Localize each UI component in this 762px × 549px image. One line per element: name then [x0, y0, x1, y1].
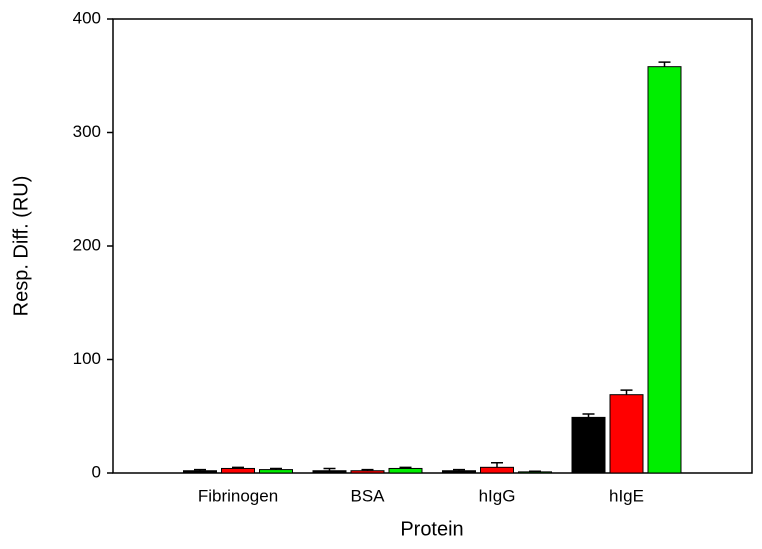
error-bar [658, 61, 671, 67]
error-bar [361, 468, 374, 471]
bar [647, 66, 682, 474]
y-tick-label: 300 [73, 122, 101, 141]
error-bar [323, 467, 336, 471]
x-axis-label: Protein [400, 518, 463, 540]
y-axis-label: Resp. Diff. (RU) [10, 176, 32, 317]
bar [259, 469, 293, 474]
x-tick-label: hIgG [479, 486, 516, 505]
error-bar [270, 467, 282, 470]
bar [350, 470, 385, 474]
error-bar [194, 468, 206, 471]
bar [312, 470, 347, 474]
error-bar [529, 470, 541, 473]
x-tick-label: BSA [350, 486, 385, 505]
error-bar [582, 413, 595, 418]
bar [480, 466, 514, 474]
bar [388, 467, 423, 474]
bar [571, 416, 606, 474]
error-bar [453, 468, 465, 471]
x-tick-label: hIgE [609, 486, 644, 505]
bar [442, 470, 476, 474]
error-bar [491, 462, 503, 468]
y-tick-label: 400 [73, 8, 101, 27]
error-bar [620, 389, 633, 395]
bar [609, 394, 644, 474]
error-bar [399, 466, 412, 469]
error-bar [232, 466, 244, 469]
y-tick-label: 0 [92, 462, 101, 481]
y-tick-label: 200 [73, 235, 101, 254]
bar [183, 470, 217, 474]
x-tick-label: Fibrinogen [198, 486, 278, 505]
bar [221, 467, 255, 474]
y-tick-label: 100 [73, 349, 101, 368]
